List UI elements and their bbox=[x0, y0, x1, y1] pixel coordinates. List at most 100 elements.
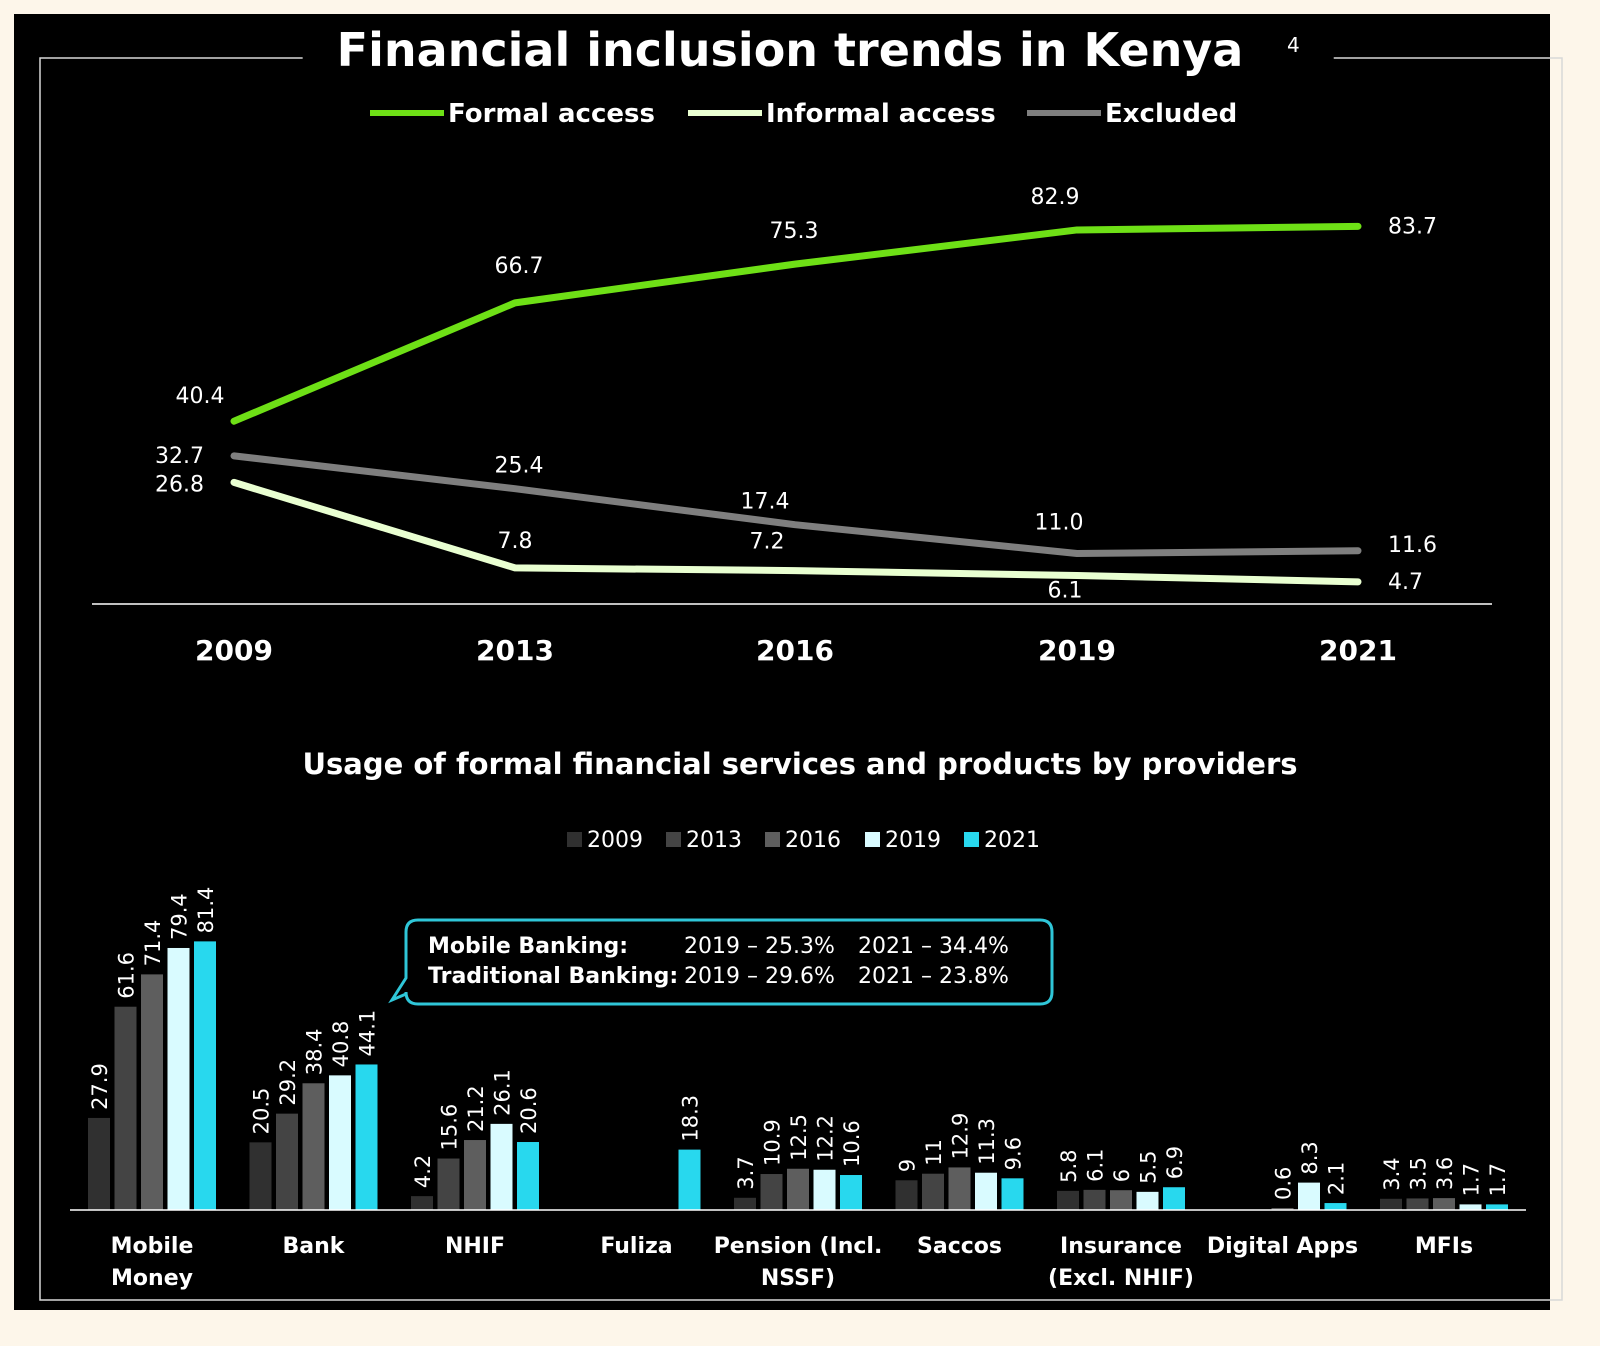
bar-insurance-excl-nhif-2021 bbox=[1163, 1187, 1185, 1210]
bar-mobile-money-2009 bbox=[88, 1117, 110, 1210]
bar-label-mobile-money-2013: 61.6 bbox=[115, 952, 139, 999]
legend-label-informal-access: Informal access bbox=[766, 99, 996, 129]
bar-legend-label-2013: 2013 bbox=[686, 828, 742, 853]
bar-insurance-excl-nhif-2019 bbox=[1136, 1191, 1159, 1210]
bar-label-digital-apps-2021: 2.1 bbox=[1325, 1162, 1349, 1195]
bar-insurance-excl-nhif-2009 bbox=[1057, 1190, 1079, 1210]
category-label-insurance-excl-nhif-line1: Insurance bbox=[1060, 1234, 1182, 1259]
bar-label-pension-incl-nssf-2009: 3.7 bbox=[734, 1156, 758, 1189]
data-label-formal-access-2021: 83.7 bbox=[1388, 214, 1437, 239]
category-label-mobile-money-line2: Money bbox=[111, 1266, 193, 1291]
bar-legend-swatch-2021 bbox=[964, 832, 979, 847]
bar-label-insurance-excl-nhif-2016: 6 bbox=[1110, 1169, 1134, 1182]
bar-bank-2019 bbox=[329, 1075, 351, 1210]
legend-label-formal-access: Formal access bbox=[448, 99, 655, 129]
bar-label-mobile-money-2019: 79.4 bbox=[168, 893, 192, 940]
bar-label-saccos-2013: 11 bbox=[922, 1139, 946, 1166]
bar-digital-apps-2019 bbox=[1298, 1182, 1320, 1210]
data-label-formal-access-2013: 66.7 bbox=[495, 254, 544, 279]
data-label-excluded-2019: 11.0 bbox=[1035, 511, 1084, 536]
bar-label-bank-2021: 44.1 bbox=[356, 1010, 380, 1057]
bar-legend-swatch-2019 bbox=[865, 832, 880, 847]
bar-label-digital-apps-2016: 0.6 bbox=[1272, 1167, 1296, 1200]
bar-bank-2016 bbox=[302, 1083, 325, 1210]
bar-mfis-2016 bbox=[1433, 1198, 1455, 1210]
bar-pension-incl-nssf-2009 bbox=[734, 1197, 756, 1210]
bar-mfis-2021 bbox=[1486, 1204, 1508, 1210]
bar-label-pension-incl-nssf-2016: 12.5 bbox=[787, 1114, 811, 1161]
bar-label-bank-2009: 20.5 bbox=[250, 1088, 274, 1135]
callout-mobile-2019: 2019 – 25.3% bbox=[684, 934, 835, 959]
x-tick-2019: 2019 bbox=[1038, 634, 1116, 667]
bar-saccos-2009 bbox=[895, 1180, 918, 1210]
data-label-informal-access-2013: 7.8 bbox=[498, 529, 533, 554]
bar-label-mfis-2013: 3.5 bbox=[1407, 1157, 1431, 1190]
bar-insurance-excl-nhif-2016 bbox=[1110, 1190, 1132, 1210]
bar-nhif-2009 bbox=[411, 1196, 433, 1210]
bar-chart-legend: 2009 2013 2016 2019 2021 bbox=[567, 828, 1040, 853]
bar-chart-x-axis: Mobile Money Bank NHIF Fuliza Pension (Incl. N… bbox=[111, 1234, 1473, 1291]
bar-mobile-money-2016 bbox=[141, 974, 163, 1210]
category-label-fuliza: Fuliza bbox=[600, 1234, 672, 1259]
data-label-excluded-2016: 17.4 bbox=[741, 490, 790, 515]
x-tick-2009: 2009 bbox=[195, 634, 273, 667]
bar-mfis-2009 bbox=[1380, 1198, 1402, 1210]
bar-mfis-2013 bbox=[1406, 1198, 1429, 1210]
bar-legend-label-2019: 2019 bbox=[885, 828, 941, 853]
series-line-informal-access bbox=[230, 478, 1362, 586]
bar-mobile-money-2019 bbox=[167, 947, 190, 1210]
callout-traditional-label: Traditional Banking: bbox=[428, 964, 678, 989]
bar-label-insurance-excl-nhif-2019: 5.5 bbox=[1137, 1150, 1161, 1183]
bar-label-nhif-2019: 26.1 bbox=[491, 1069, 515, 1116]
bar-label-pension-incl-nssf-2019: 12.2 bbox=[814, 1115, 838, 1162]
chart-frame bbox=[39, 57, 1563, 1301]
bar-label-nhif-2013: 15.6 bbox=[438, 1104, 462, 1151]
bar-label-mobile-money-2016: 71.4 bbox=[141, 920, 165, 967]
bar-legend-swatch-2016 bbox=[765, 832, 780, 847]
bar-bank-2013 bbox=[276, 1113, 298, 1210]
bar-saccos-2016 bbox=[948, 1167, 971, 1210]
series-line-excluded bbox=[230, 452, 1362, 557]
data-label-excluded-2013: 25.4 bbox=[495, 454, 544, 479]
bar-label-bank-2016: 38.4 bbox=[303, 1029, 327, 1076]
callout-mobile-2021: 2021 – 34.4% bbox=[858, 934, 1009, 959]
bar-nhif-2013 bbox=[437, 1158, 460, 1210]
category-label-digital-apps: Digital Apps bbox=[1207, 1234, 1358, 1259]
bar-label-bank-2013: 29.2 bbox=[276, 1059, 300, 1106]
bar-saccos-2021 bbox=[1001, 1178, 1024, 1210]
line-chart-x-axis: 2009 2013 2016 2019 2021 bbox=[195, 634, 1397, 667]
data-label-excluded-2021: 11.6 bbox=[1388, 533, 1437, 558]
callout-mobile-label: Mobile Banking: bbox=[428, 934, 628, 959]
category-label-bank: Bank bbox=[283, 1234, 346, 1259]
bar-label-mobile-money-2009: 27.9 bbox=[88, 1063, 112, 1110]
bar-chart-plot: 27.9 61.671.479.4 81.4 20.529.238.4 40.8 44.1… bbox=[88, 887, 1510, 1210]
bar-digital-apps-2021 bbox=[1324, 1203, 1347, 1210]
bar-fuliza-2021 bbox=[678, 1149, 701, 1210]
bar-legend-label-2016: 2016 bbox=[785, 828, 841, 853]
bar-nhif-2021 bbox=[517, 1142, 539, 1210]
bar-label-mobile-money-2021: 81.4 bbox=[194, 887, 218, 934]
bar-label-insurance-excl-nhif-2021: 6.9 bbox=[1163, 1146, 1187, 1179]
bar-mobile-money-2013 bbox=[114, 1006, 137, 1210]
x-tick-2021: 2021 bbox=[1319, 634, 1397, 667]
data-label-formal-access-2009: 40.4 bbox=[176, 384, 225, 409]
bar-pension-incl-nssf-2016 bbox=[787, 1168, 809, 1210]
bar-label-mfis-2016: 3.6 bbox=[1433, 1157, 1457, 1190]
category-label-pension-incl-nssf-line2: NSSF) bbox=[761, 1266, 835, 1291]
bar-label-nhif-2009: 4.2 bbox=[411, 1155, 435, 1188]
bar-nhif-2019 bbox=[490, 1123, 513, 1210]
bar-legend-swatch-2009 bbox=[567, 832, 582, 847]
bar-insurance-excl-nhif-2013 bbox=[1083, 1189, 1106, 1210]
bar-bank-2021 bbox=[355, 1064, 378, 1210]
callout-traditional-2019: 2019 – 29.6% bbox=[684, 964, 835, 989]
bar-label-mfis-2009: 3.4 bbox=[1380, 1157, 1404, 1190]
category-label-mfis: MFIs bbox=[1415, 1234, 1473, 1259]
line-chart-title: Financial inclusion trends in Kenya bbox=[337, 23, 1244, 77]
data-label-informal-access-2009: 26.8 bbox=[155, 472, 204, 497]
category-label-pension-incl-nssf-line1: Pension (Incl. bbox=[714, 1234, 883, 1259]
bar-mfis-2019 bbox=[1459, 1204, 1482, 1210]
series-line-formal-access bbox=[230, 222, 1362, 425]
bar-label-mfis-2021: 1.7 bbox=[1486, 1163, 1510, 1196]
bar-label-pension-incl-nssf-2013: 10.9 bbox=[761, 1119, 785, 1166]
data-label-informal-access-2016: 7.2 bbox=[750, 530, 785, 555]
